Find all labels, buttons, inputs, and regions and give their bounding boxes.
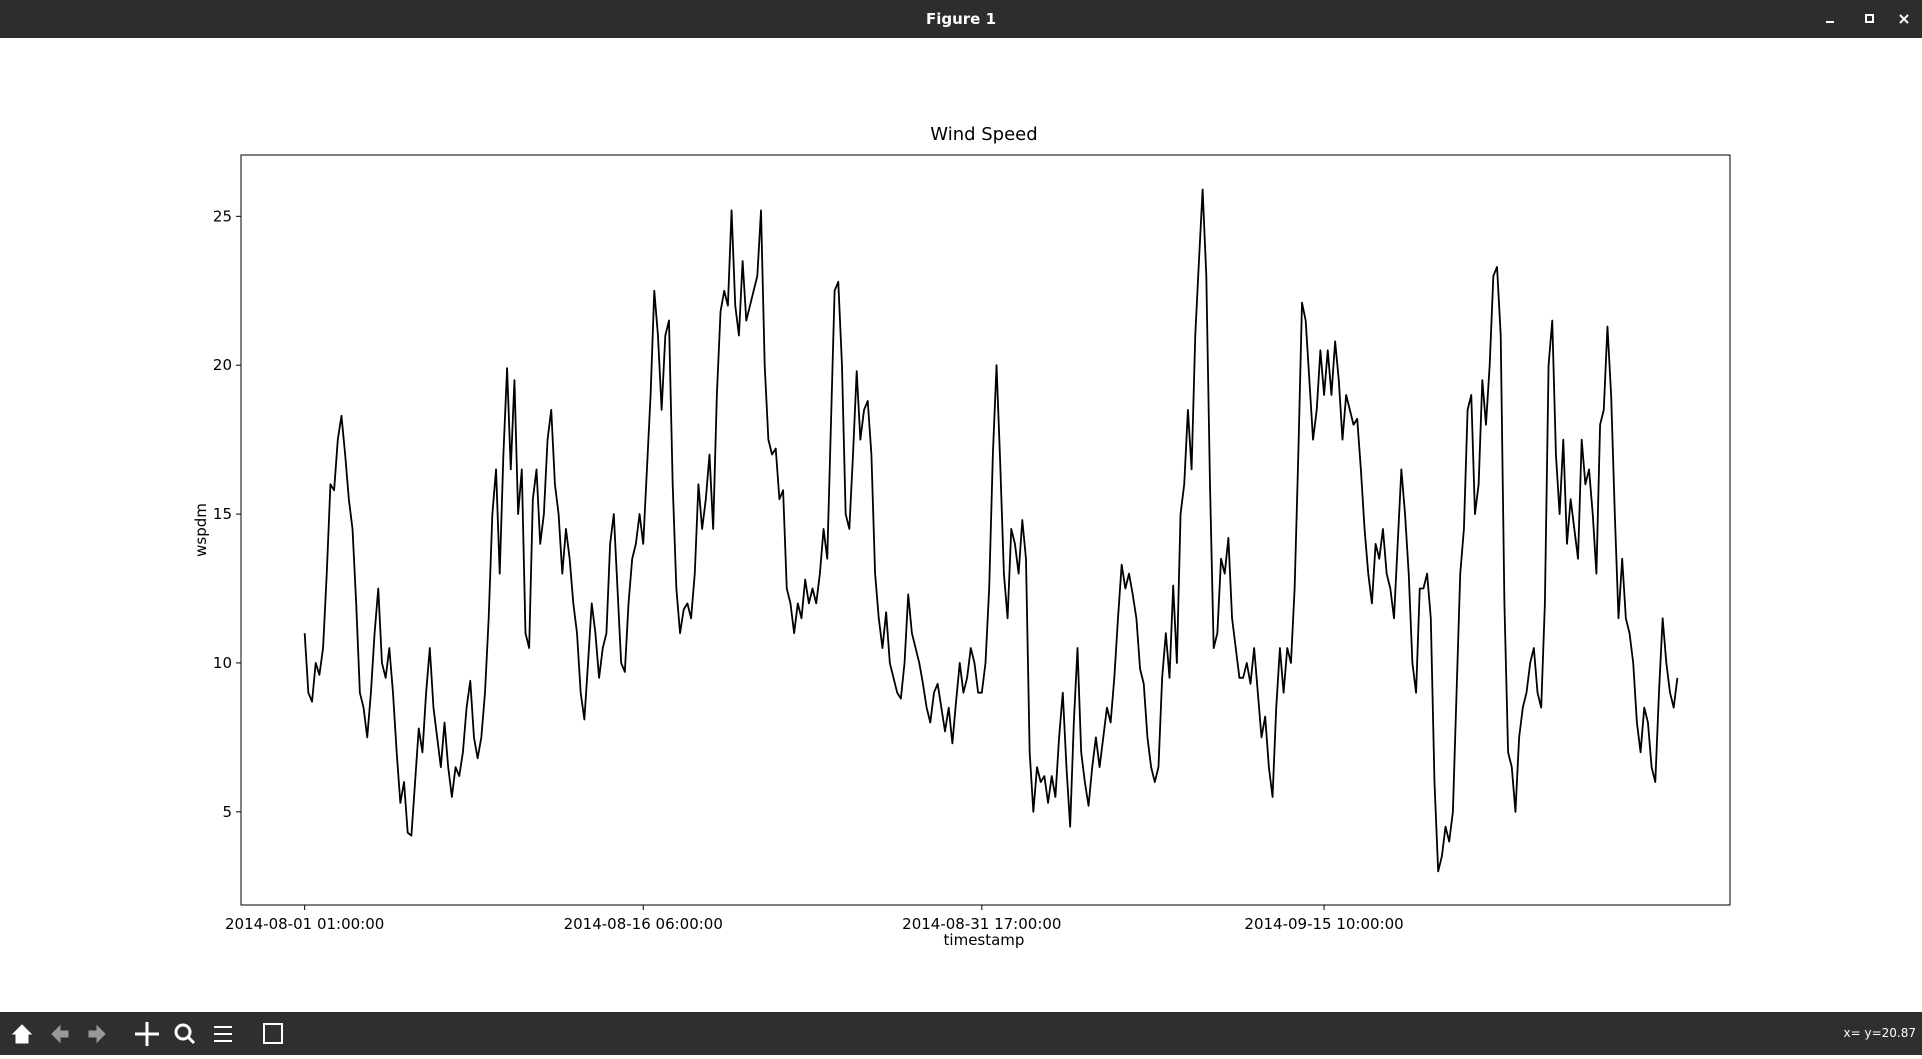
- x-axis-label: timestamp: [944, 931, 1025, 949]
- window-controls: [1826, 14, 1909, 24]
- home-button[interactable]: [11, 1024, 33, 1044]
- y-tick-label: 10: [213, 654, 232, 672]
- zoom-button[interactable]: [174, 1023, 196, 1045]
- y-tick-label: 25: [213, 207, 232, 225]
- y-tick-label: 5: [222, 803, 232, 821]
- window-titlebar: Figure 1: [0, 0, 1922, 38]
- back-button[interactable]: [51, 1024, 69, 1044]
- y-axis-label: wspdm: [192, 503, 210, 557]
- data-line: [303, 188, 1679, 873]
- x-tick-label: 2014-08-16 06:00:00: [564, 915, 723, 933]
- window-title: Figure 1: [925, 10, 997, 28]
- save-button[interactable]: [263, 1023, 283, 1044]
- chart-title: Wind Speed: [930, 124, 1037, 145]
- x-tick-label: 2014-09-15 10:00:00: [1244, 915, 1403, 933]
- status-text: x= y=20.87: [1843, 1026, 1916, 1040]
- pan-button[interactable]: [135, 1022, 159, 1046]
- forward-button[interactable]: [88, 1024, 106, 1044]
- close-button[interactable]: [1899, 14, 1909, 24]
- x-tick-label: 2014-08-01 01:00:00: [225, 915, 384, 933]
- y-tick-label: 20: [213, 356, 232, 374]
- figure: Wind Speed timestamp wspdm 5 10 15 20 25 2014…: [192, 124, 1731, 949]
- toolbar-icons: [11, 1022, 283, 1046]
- toolbar: x= y=20.87: [0, 1012, 1922, 1055]
- x-tick-label: 2014-08-31 17:00:00: [902, 915, 1061, 933]
- plot-area: [240, 154, 1731, 906]
- y-tick-label: 15: [213, 505, 232, 523]
- maximize-button[interactable]: [1865, 14, 1874, 23]
- configure-button[interactable]: [214, 1026, 232, 1042]
